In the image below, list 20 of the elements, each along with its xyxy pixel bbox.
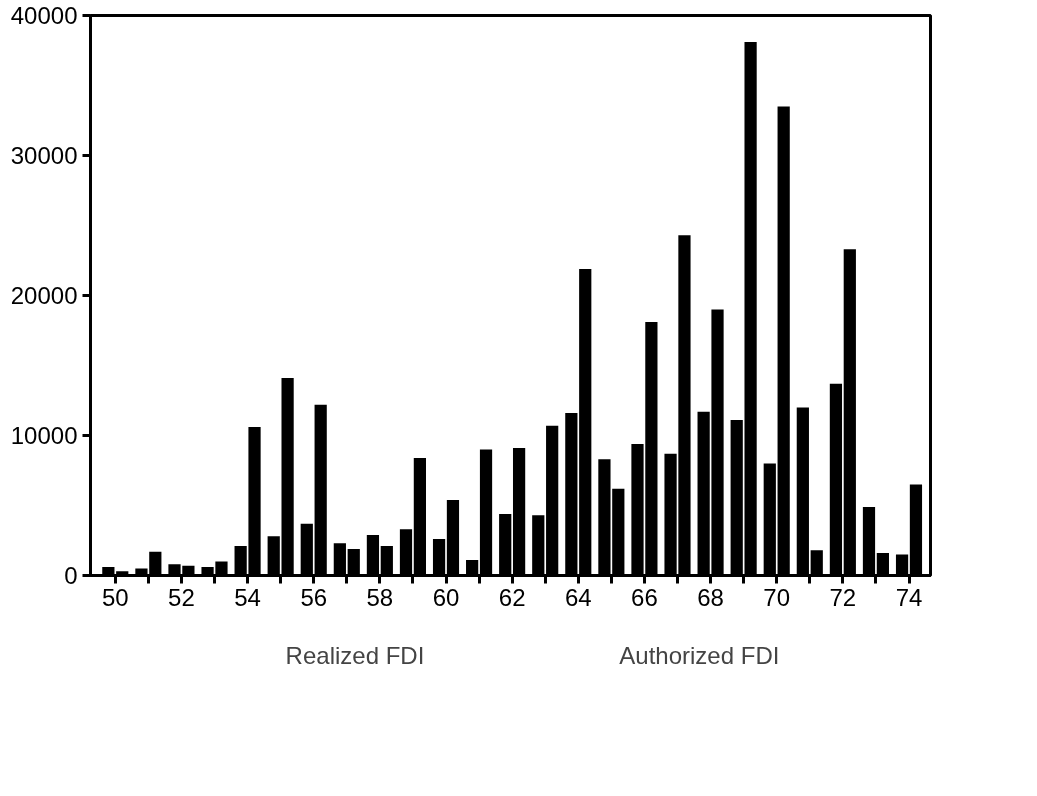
x-tick-label: 62 (498, 583, 526, 611)
y-tick-label: 40000 (10, 2, 78, 29)
x-tick-label: 74 (895, 583, 923, 611)
x-tick-label: 70 (763, 583, 791, 611)
y-tick-label: 20000 (10, 282, 78, 309)
x-tick-label: 72 (829, 583, 857, 611)
text: Realized FDI (285, 641, 425, 670)
x-tick-label: 56 (300, 583, 328, 611)
text: Authorized FDI (619, 641, 780, 670)
y-tick-label: 10000 (10, 422, 78, 449)
x-tick-label: 58 (366, 583, 394, 611)
y-tick-label: 0 (64, 562, 78, 589)
x-tick-label: 64 (564, 583, 592, 611)
x-tick-label: 60 (432, 583, 460, 611)
x-tick-label: 66 (631, 583, 658, 611)
x-tick-label: 68 (697, 583, 724, 611)
x-tick-label: 52 (168, 583, 195, 611)
x-tick-label: 54 (234, 583, 261, 611)
y-tick-label: 30000 (10, 142, 78, 169)
x-tick-label: 50 (101, 583, 129, 611)
